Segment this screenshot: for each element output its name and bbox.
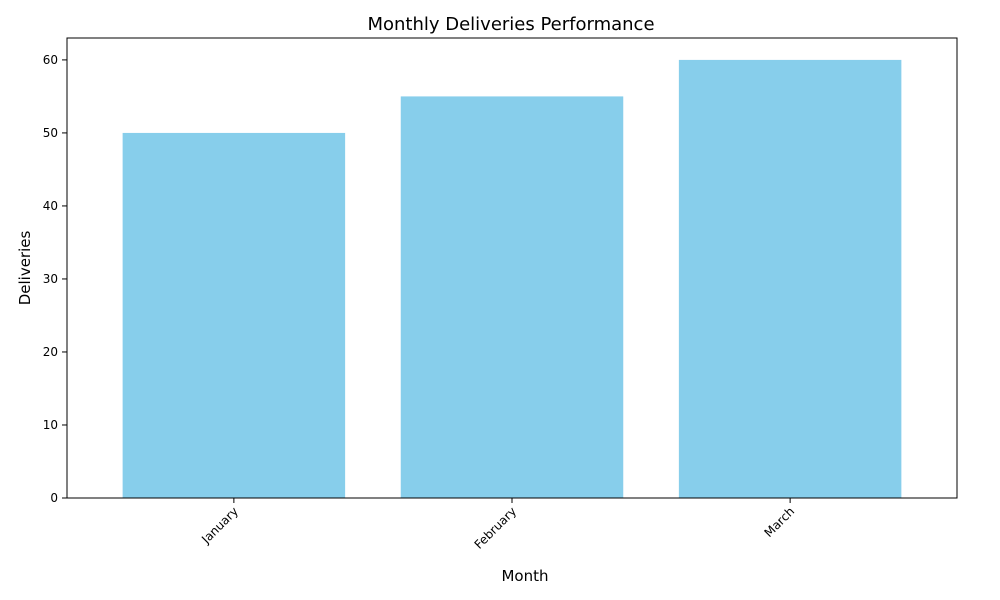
x-tick-label-march: March	[761, 504, 797, 540]
y-tick-label: 0	[50, 491, 58, 505]
y-axis-label: Deliveries	[16, 231, 34, 306]
y-tick-label: 50	[43, 126, 58, 140]
y-tick-label: 20	[43, 345, 58, 359]
x-axis-ticks: January February March	[198, 498, 797, 552]
x-axis-label: Month	[501, 567, 548, 585]
bar-february	[400, 96, 624, 499]
y-tick-label: 10	[43, 418, 58, 432]
chart-title: Monthly Deliveries Performance	[367, 14, 654, 35]
x-tick-label-january: January	[198, 504, 241, 547]
y-axis-ticks: 0 10 20 30 40 50 60	[43, 53, 67, 505]
y-tick-label: 40	[43, 199, 58, 213]
x-tick-label-february: February	[472, 504, 520, 552]
bars-group	[122, 59, 902, 499]
bar-january	[122, 132, 346, 498]
y-tick-label: 30	[43, 272, 58, 286]
bar-march	[678, 59, 902, 499]
y-tick-label: 60	[43, 53, 58, 67]
